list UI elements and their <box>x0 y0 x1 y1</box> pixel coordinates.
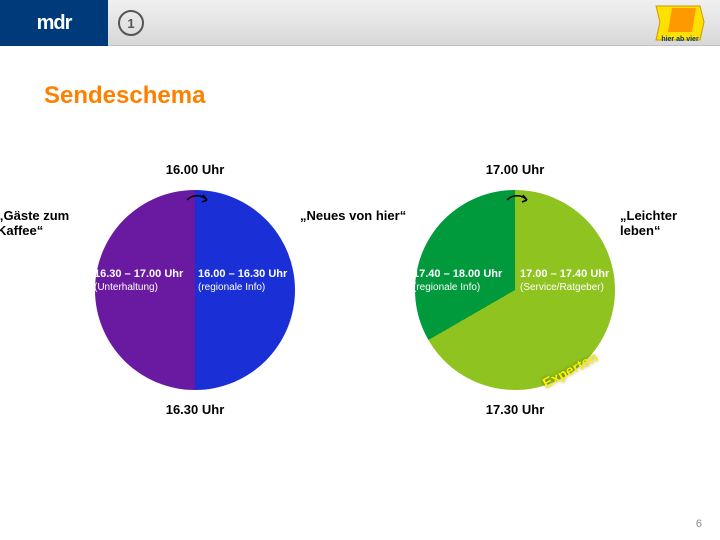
svg-text:hier ab vier: hier ab vier <box>661 36 699 43</box>
hierabvier-logo-icon: hier ab vier <box>652 2 708 44</box>
chart1-top-time: 16.00 Uhr <box>135 162 255 177</box>
header-bar: mdr 1 hier ab vier <box>0 0 720 46</box>
chart1-bottom-time: 16.30 Uhr <box>135 402 255 417</box>
chart2-right-label: „Leichter leben“ <box>620 208 720 238</box>
page-number: 6 <box>696 518 702 530</box>
page-title: Sendeschema <box>44 82 205 110</box>
mdr-logo: mdr <box>0 0 108 46</box>
chart2-top-time: 17.00 Uhr <box>455 162 575 177</box>
chart2-bottom-time: 17.30 Uhr <box>455 402 575 417</box>
chart1-left-label: „Gäste zum Kaffee“ <box>0 208 117 238</box>
chart-area: 16.00 Uhr 17.00 Uhr „Gäste zum Kaffee“ „… <box>0 170 720 490</box>
ard-logo-icon: 1 <box>118 10 144 36</box>
pie-chart-1 <box>95 190 295 390</box>
chart1-right-label: „Neues von hier“ <box>300 208 406 223</box>
